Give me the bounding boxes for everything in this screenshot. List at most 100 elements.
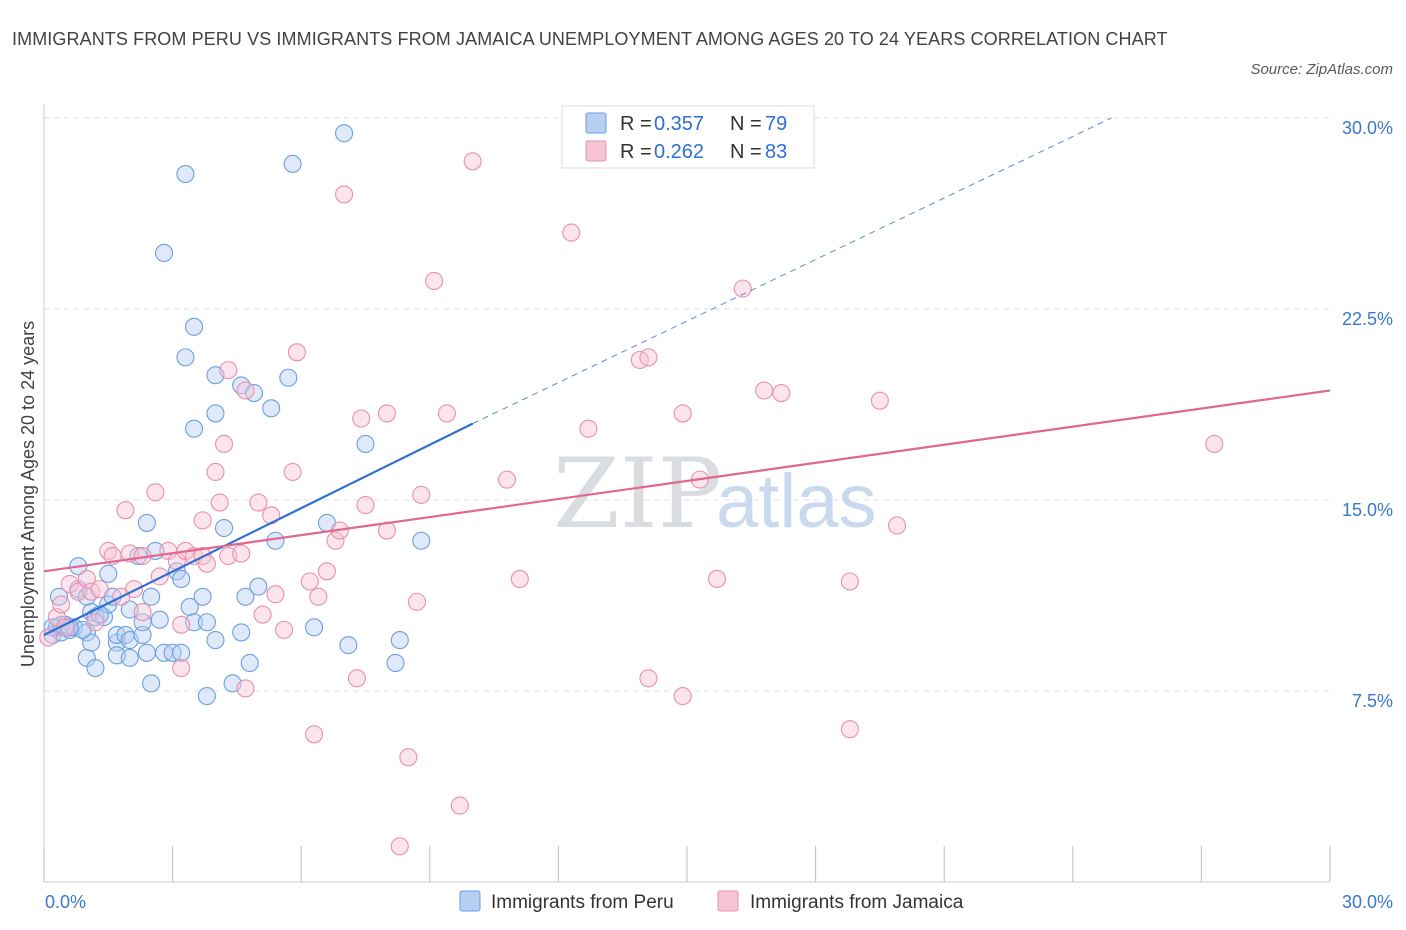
jamaica-point bbox=[210, 493, 229, 512]
jamaica-point bbox=[510, 569, 529, 588]
peru-point bbox=[232, 623, 251, 642]
jamaica-point bbox=[172, 615, 191, 634]
legend-peru-n-value: 79 bbox=[765, 113, 787, 135]
jamaica-point bbox=[86, 613, 105, 632]
jamaica-point bbox=[90, 580, 109, 599]
peru-trend-line bbox=[43, 422, 474, 636]
peru-point bbox=[184, 317, 204, 336]
legend-jamaica-n-label: N = bbox=[730, 141, 762, 163]
peru-point bbox=[283, 154, 302, 173]
peru-point bbox=[99, 564, 118, 583]
jamaica-point bbox=[300, 572, 319, 591]
jamaica-point bbox=[236, 381, 255, 400]
jamaica-point bbox=[887, 516, 907, 535]
jamaica-point bbox=[840, 720, 859, 739]
jamaica-trend-line bbox=[43, 389, 1331, 573]
legend-peru-n-label: N = bbox=[730, 113, 762, 135]
jamaica-point bbox=[146, 483, 165, 502]
jamaica-point bbox=[236, 679, 255, 698]
jamaica-point bbox=[407, 592, 426, 611]
peru-point bbox=[176, 348, 195, 367]
jamaica-point bbox=[412, 485, 431, 504]
jamaica-point bbox=[347, 669, 366, 688]
jamaica-point bbox=[287, 343, 306, 362]
jamaica-point bbox=[579, 419, 598, 438]
peru-point bbox=[206, 631, 225, 650]
legend-peru-r-value: 0.357 bbox=[654, 113, 704, 135]
jamaica-point bbox=[39, 628, 58, 647]
axes bbox=[43, 104, 1331, 883]
jamaica-point bbox=[193, 511, 212, 530]
legend-top: R = 0.357 N = 79 R = 0.262 N = 83 bbox=[561, 105, 815, 169]
y-tick-label-1: 15.0% bbox=[1342, 500, 1393, 520]
peru-point bbox=[142, 587, 161, 606]
jamaica-point bbox=[755, 381, 774, 400]
peru-point bbox=[339, 636, 358, 655]
peru-point bbox=[390, 631, 409, 650]
peru-point bbox=[206, 404, 225, 423]
jamaica-point bbox=[232, 544, 251, 563]
peru-point bbox=[49, 587, 69, 606]
x-tick-label-0: 0.0% bbox=[45, 892, 86, 912]
jamaica-point bbox=[309, 587, 328, 606]
jamaica-point bbox=[356, 496, 375, 515]
jamaica-point bbox=[133, 603, 152, 622]
peru-point bbox=[266, 531, 285, 550]
jamaica-point bbox=[69, 582, 88, 601]
peru-point bbox=[193, 587, 212, 606]
jamaica-point bbox=[733, 279, 752, 298]
watermark: ZIP atlas bbox=[553, 438, 877, 550]
peru-point bbox=[214, 518, 234, 538]
peru-point bbox=[120, 648, 139, 667]
jamaica-point bbox=[562, 223, 581, 242]
jamaica-point bbox=[326, 531, 345, 550]
legend-peru-swatch bbox=[585, 112, 607, 134]
jamaica-point bbox=[206, 462, 225, 482]
legend-bottom-jamaica-label: Immigrants from Jamaica bbox=[750, 892, 964, 913]
peru-point bbox=[412, 531, 431, 550]
x-tick-label-1: 30.0% bbox=[1342, 892, 1393, 912]
jamaica-point bbox=[497, 470, 517, 489]
peru-point bbox=[133, 625, 152, 645]
jamaica-point bbox=[253, 605, 272, 624]
watermark-zip: ZIP bbox=[553, 438, 722, 550]
jamaica-point bbox=[840, 572, 859, 591]
peru-point bbox=[240, 653, 259, 673]
tick-labels: 7.5% 15.0% 22.5% 30.0% 0.0% 30.0% bbox=[45, 118, 1393, 912]
legend-bottom-jamaica-swatch bbox=[717, 890, 739, 912]
jamaica-point bbox=[425, 271, 444, 291]
peru-point bbox=[249, 577, 268, 596]
peru-point bbox=[154, 243, 174, 263]
legend-peru-r-label: R = bbox=[620, 113, 652, 135]
jamaica-point bbox=[266, 585, 285, 604]
jamaica-point bbox=[390, 837, 409, 856]
jamaica-point bbox=[673, 404, 692, 423]
jamaica-point bbox=[219, 361, 238, 380]
chart-title: IMMIGRANTS FROM PERU VS IMMIGRANTS FROM … bbox=[12, 29, 1168, 49]
legend-bottom: Immigrants from Peru Immigrants from Jam… bbox=[459, 890, 964, 913]
peru-point bbox=[184, 419, 204, 438]
y-tick-label-0: 7.5% bbox=[1352, 691, 1393, 711]
peru-point bbox=[197, 613, 216, 632]
peru-point bbox=[197, 687, 216, 706]
jamaica-point bbox=[870, 391, 889, 410]
jamaica-point bbox=[377, 404, 396, 423]
jamaica-point bbox=[450, 796, 469, 815]
jamaica-point bbox=[116, 501, 135, 520]
jamaica-point bbox=[639, 348, 658, 367]
peru-point bbox=[82, 633, 101, 652]
jamaica-point bbox=[673, 687, 692, 706]
jamaica-point bbox=[249, 493, 268, 512]
jamaica-point bbox=[52, 595, 71, 614]
jamaica-point bbox=[1205, 434, 1224, 454]
jamaica-point bbox=[437, 404, 456, 423]
jamaica-point bbox=[214, 434, 234, 454]
legend-jamaica-r-label: R = bbox=[620, 141, 652, 163]
legend-jamaica-swatch bbox=[585, 140, 607, 162]
peru-point bbox=[335, 124, 354, 143]
jamaica-point bbox=[399, 748, 418, 767]
peru-point bbox=[356, 434, 375, 454]
legend-bottom-peru-label: Immigrants from Peru bbox=[491, 892, 674, 913]
peru-point bbox=[150, 610, 169, 629]
grid-lines bbox=[44, 117, 1330, 692]
